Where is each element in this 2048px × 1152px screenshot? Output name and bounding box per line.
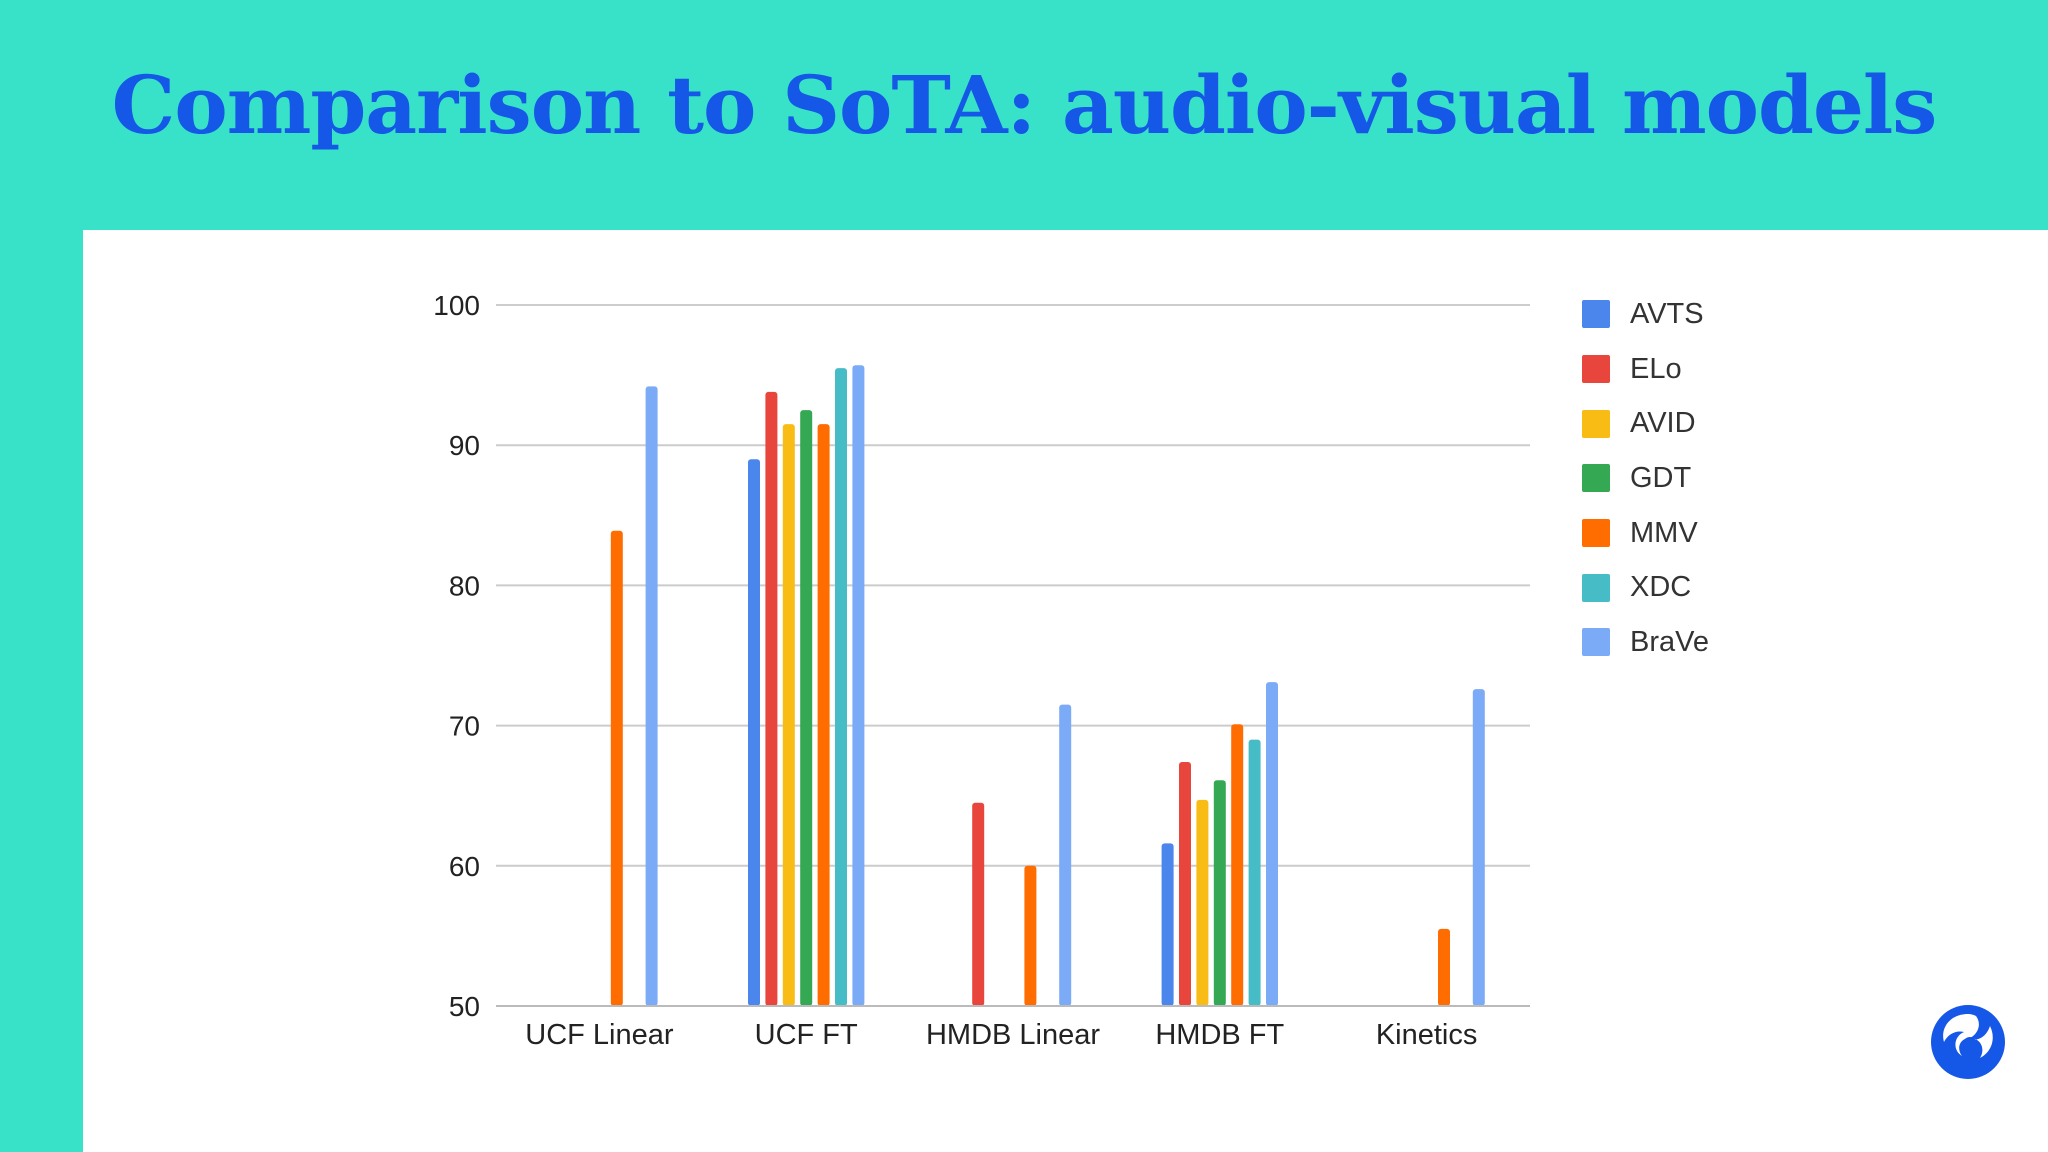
legend-item-avid: AVID	[1582, 396, 1709, 451]
bar-elo-ucf-ft	[765, 391, 778, 1006]
x-tick-label: UCF Linear	[525, 1019, 674, 1051]
bar-brave-kinetics	[1472, 689, 1485, 1006]
legend-item-brave: BraVe	[1582, 615, 1709, 670]
legend-label: ELo	[1630, 352, 1682, 385]
y-tick-label: 70	[449, 711, 480, 742]
y-tick-label: 60	[449, 851, 480, 882]
legend-swatch	[1582, 300, 1610, 329]
bar-brave-ucf-linear	[645, 386, 658, 1006]
bar-mmv-kinetics	[1438, 928, 1450, 1006]
bar-gdt-hmdb-ft	[1213, 780, 1226, 1006]
legend-item-mmv: MMV	[1582, 506, 1709, 561]
bar-mmv-hmdb-linear	[1024, 865, 1037, 1006]
legend-label: AVID	[1630, 407, 1696, 440]
legend-swatch	[1582, 628, 1610, 657]
x-tick-label: HMDB Linear	[926, 1019, 1100, 1051]
bar-gdt-ucf-ft	[800, 410, 813, 1006]
bar-mmv-ucf-linear	[610, 530, 623, 1006]
legend-item-elo: ELo	[1582, 342, 1709, 397]
x-tick-label: Kinetics	[1376, 1019, 1478, 1051]
legend-swatch	[1582, 519, 1610, 548]
slide-title: Comparison to SoTA: audio-visual models	[111, 58, 1938, 152]
bar-mmv-ucf-ft	[817, 424, 830, 1006]
legend-swatch	[1582, 355, 1610, 384]
bar-brave-hmdb-ft	[1266, 682, 1278, 1006]
bar-avts-hmdb-ft	[1161, 843, 1174, 1006]
bar-mmv-hmdb-ft	[1231, 724, 1244, 1006]
y-tick-label: 50	[449, 991, 480, 1022]
bar-xdc-ucf-ft	[835, 368, 847, 1007]
bar-avid-hmdb-ft	[1196, 799, 1209, 1006]
legend-swatch	[1582, 409, 1610, 438]
bar-avid-ucf-ft	[782, 424, 795, 1006]
legend-label: GDT	[1630, 461, 1692, 494]
legend-item-avts: AVTS	[1582, 287, 1709, 342]
bar-xdc-hmdb-ft	[1248, 739, 1261, 1006]
legend-item-gdt: GDT	[1582, 451, 1709, 506]
chart-legend: AVTS ELo AVID GDT MMV XDC BraVe	[1582, 287, 1709, 670]
y-tick-label: 100	[433, 290, 480, 321]
legend-swatch	[1582, 464, 1610, 493]
legend-item-xdc: XDC	[1582, 560, 1709, 615]
bar-brave-hmdb-linear	[1059, 704, 1072, 1006]
bar-elo-hmdb-ft	[1179, 762, 1191, 1006]
legend-label: BraVe	[1630, 625, 1709, 658]
y-tick-label: 80	[449, 570, 480, 601]
deepmind-logo-icon	[1931, 1005, 2005, 1079]
bar-brave-ucf-ft	[852, 365, 865, 1006]
legend-label: MMV	[1630, 516, 1698, 549]
legend-label: AVTS	[1630, 297, 1704, 330]
legend-swatch	[1582, 573, 1610, 602]
bar-elo-hmdb-linear	[972, 802, 985, 1006]
y-tick-label: 90	[449, 430, 480, 461]
x-tick-label: UCF FT	[755, 1019, 858, 1051]
legend-label: XDC	[1630, 571, 1692, 604]
bar-avts-ucf-ft	[748, 459, 760, 1007]
x-tick-label: HMDB FT	[1155, 1019, 1284, 1051]
